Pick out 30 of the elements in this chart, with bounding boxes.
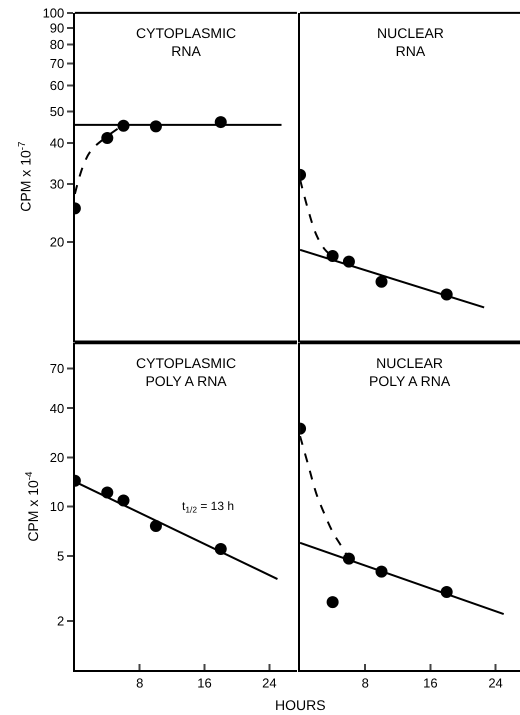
y-tick-label: 100: [42, 5, 64, 20]
point: [376, 276, 388, 288]
y-tick-label: 30: [50, 176, 64, 192]
y-tick-label: 40: [50, 400, 64, 416]
y-tick-label: 70: [50, 56, 64, 72]
y-tick-label: 5: [57, 548, 64, 564]
y-tick-label: 20: [50, 234, 64, 250]
y-tick-label: 2: [57, 613, 64, 628]
point: [326, 596, 339, 608]
y-tick-label: 40: [50, 136, 64, 151]
y-tick-label: 20: [50, 450, 64, 465]
annotation: t$_{1/2}$ = 13 h: [182, 499, 234, 515]
y-tick-label: 60: [50, 78, 64, 94]
x-tick-label: 16: [197, 676, 212, 691]
y-tick-label: 50: [50, 104, 64, 119]
x-axis-title: HOURS: [275, 697, 326, 713]
text: NUCLEAR RNA: [377, 25, 444, 60]
x-tick-label: 8: [136, 676, 144, 691]
x-tick-label: 24: [488, 676, 503, 691]
text: NUCLEAR POLY A RNA: [369, 355, 451, 390]
x-tick-label: 8: [362, 676, 369, 691]
text: CYTOPLASMIC RNA: [136, 25, 236, 60]
point: [101, 132, 114, 144]
y-tick-label: 80: [50, 37, 64, 52]
text: CYTOPLASMIC POLY A RNA: [136, 355, 236, 390]
x-tick-label: 16: [423, 676, 438, 691]
y-tick-label: 70: [50, 361, 64, 376]
y-tick-label: 90: [50, 20, 64, 36]
x-tick-label: 24: [262, 676, 277, 691]
y-tick-label: 10: [50, 499, 64, 514]
